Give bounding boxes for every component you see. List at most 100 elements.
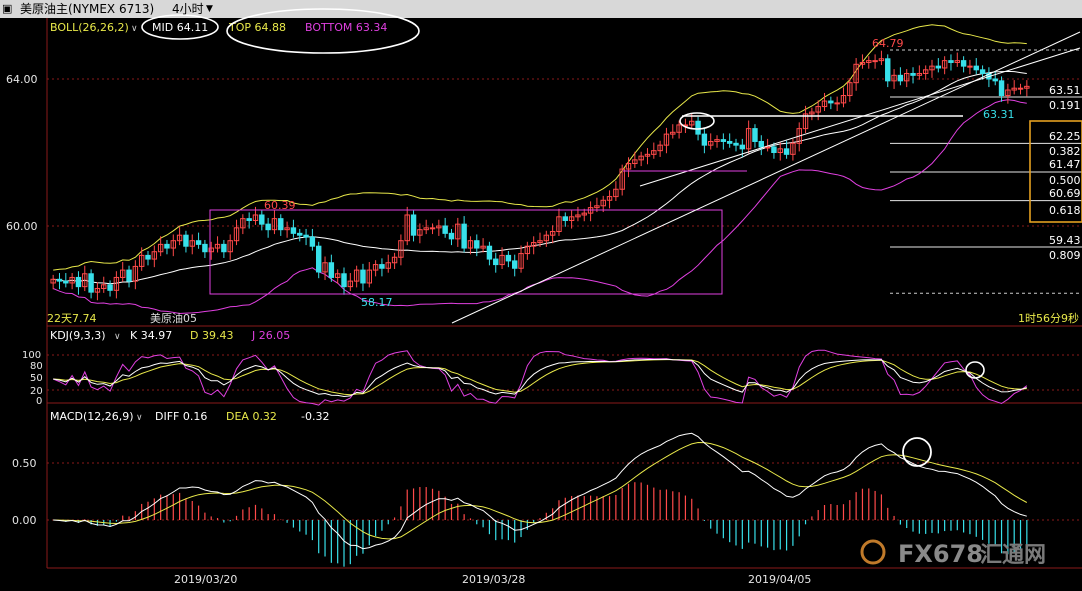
fib-ratio-2: 0.382 xyxy=(1049,145,1081,158)
candle-up xyxy=(189,240,195,247)
macd-dropdown-icon[interactable]: ∨ xyxy=(136,413,143,423)
candle-up xyxy=(916,72,923,76)
price-axis: 64.00 60.00 xyxy=(6,73,38,233)
watermark-cn: 汇通网 xyxy=(980,543,1046,568)
candle-up xyxy=(764,146,771,149)
candle-down xyxy=(246,218,252,221)
fib-ratio-5: 0.809 xyxy=(1049,249,1081,262)
boll-bottom-value: BOTTOM 63.34 xyxy=(305,21,387,34)
candle-down xyxy=(474,240,480,249)
candle-up xyxy=(1011,87,1017,91)
candle-up xyxy=(777,148,783,153)
countdown-label: 1时56分9秒 xyxy=(1018,311,1079,325)
candle-down xyxy=(290,227,297,234)
candle-down xyxy=(448,232,455,240)
candle-down xyxy=(752,128,758,142)
macd-params: MACD(12,26,9) xyxy=(50,410,134,423)
candle-up xyxy=(594,205,600,209)
boll-dropdown-icon[interactable]: ∨ xyxy=(131,24,138,34)
date-label-2: 2019/04/05 xyxy=(748,573,811,586)
candle-up xyxy=(929,65,935,71)
candle-down xyxy=(145,254,151,260)
kdj-dropdown-icon[interactable]: ∨ xyxy=(114,332,121,342)
candle-up xyxy=(353,269,360,282)
candle-up xyxy=(954,60,961,63)
candle-down xyxy=(897,74,904,82)
candle-up xyxy=(903,72,910,82)
candle-up xyxy=(815,106,821,113)
annotation-drawings xyxy=(209,31,1082,467)
candle-up xyxy=(663,133,670,146)
candle-down xyxy=(461,223,467,249)
candle-up xyxy=(790,142,796,155)
candle-up xyxy=(233,227,240,242)
consolidation-box[interactable] xyxy=(209,209,723,295)
candle-up xyxy=(176,234,183,242)
trendline-lower[interactable] xyxy=(451,31,1081,324)
candle-down xyxy=(739,144,746,150)
candle-up xyxy=(322,262,328,273)
kdj-j-value: J 26.05 xyxy=(251,329,290,342)
candle-up xyxy=(372,264,379,271)
mid-highlight-circle xyxy=(141,14,219,40)
kdj-tick-80: 80 xyxy=(30,361,43,372)
candle-down xyxy=(88,273,94,293)
candle-up xyxy=(632,159,638,165)
candle-up xyxy=(1017,87,1024,90)
candlesticks xyxy=(50,50,1030,301)
watermark-logo-icon xyxy=(860,539,886,565)
candle-up xyxy=(967,65,973,68)
candle-down xyxy=(511,260,518,269)
candle-up xyxy=(581,212,587,216)
timeframe-label[interactable]: 4小时 xyxy=(172,2,204,16)
candle-down xyxy=(309,236,316,247)
candle-up xyxy=(853,63,859,84)
candle-down xyxy=(328,262,335,278)
candle-down xyxy=(505,254,512,262)
candle-up xyxy=(613,188,619,198)
candle-up xyxy=(138,254,145,267)
kdj-legend: KDJ(9,3,3) ∨ K 34.97 D 39.43 J 26.05 xyxy=(50,329,290,342)
bollinger-bands xyxy=(53,24,1027,315)
candle-up xyxy=(518,253,524,269)
timeframe-dropdown-icon[interactable]: ▼ xyxy=(206,4,213,14)
candle-down xyxy=(259,214,265,225)
candle-up xyxy=(619,168,625,190)
candle-down xyxy=(910,72,916,76)
candle-up xyxy=(796,128,802,144)
fib-price-4: 60.69 xyxy=(1049,187,1081,200)
candle-down xyxy=(701,133,708,146)
boll-params: BOLL(26,26,2) xyxy=(50,21,129,34)
kdj-circle-annotation xyxy=(965,361,985,379)
macd-axis: 0.50 0.00 xyxy=(12,457,37,527)
candle-up xyxy=(802,113,809,130)
trendline-upper[interactable] xyxy=(639,47,1081,187)
fib-price-3: 61.47 xyxy=(1049,158,1081,171)
candle-up xyxy=(866,60,872,63)
candle-up xyxy=(530,242,537,247)
kdj-tick-0: 0 xyxy=(36,396,42,407)
peak-label: 64.79 xyxy=(872,37,904,50)
candle-up xyxy=(499,254,505,266)
macd-diff-value: DIFF 0.16 xyxy=(155,410,207,423)
candle-up xyxy=(891,74,897,82)
candle-down xyxy=(63,280,69,284)
candle-down xyxy=(992,78,998,82)
kdj-j-line xyxy=(53,349,1028,406)
candle-down xyxy=(278,218,284,231)
candle-up xyxy=(347,280,354,288)
fib-ratio-4: 0.618 xyxy=(1049,204,1081,217)
candle-down xyxy=(341,273,347,288)
candle-down xyxy=(885,58,891,82)
boll-legend: BOLL(26,26,2) MID 64.11 TOP 64.88 BOTTOM… xyxy=(50,8,420,54)
candle-down xyxy=(360,269,366,284)
candle-up xyxy=(69,276,75,284)
macd-dea-line xyxy=(53,441,1028,540)
fib-labels: 63.51 0.191 62.25 0.382 61.47 0.500 60.6… xyxy=(1049,84,1081,262)
candle-up xyxy=(941,60,948,69)
candle-down xyxy=(726,140,733,144)
candle-down xyxy=(783,148,790,155)
fib-price-5: 59.43 xyxy=(1049,234,1081,247)
candle-up xyxy=(922,69,929,74)
